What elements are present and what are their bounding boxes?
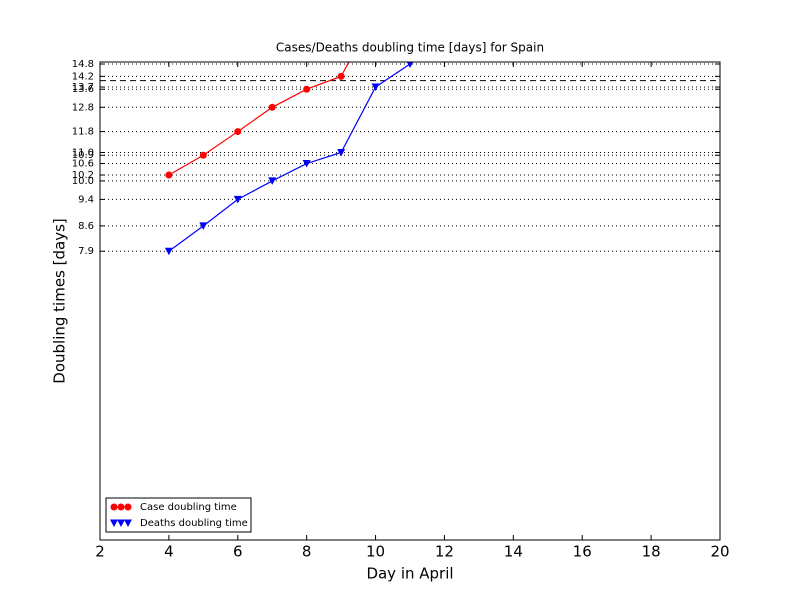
plot-frame (99, 61, 721, 541)
y-tick-label: 9.4 (78, 194, 94, 205)
marker (406, 62, 414, 69)
marker (337, 72, 345, 80)
marker (371, 83, 380, 92)
x-tick-label: 6 (233, 543, 243, 561)
x-tick-label: 2 (95, 543, 105, 561)
x-tick-label: 8 (302, 543, 312, 561)
y-tick-label: 10.0 (72, 176, 94, 187)
x-tick-label: 4 (164, 543, 174, 561)
marker (337, 149, 346, 157)
series-line (168, 63, 411, 252)
marker (302, 160, 311, 168)
legend-box (105, 497, 252, 533)
y-tick-label: 10.6 (72, 159, 94, 170)
marker (110, 503, 118, 511)
marker (233, 195, 242, 204)
x-tick-label: 18 (642, 543, 661, 561)
marker (268, 103, 276, 111)
x-axis-label: Day in April (366, 565, 453, 583)
marker (199, 222, 208, 230)
marker (165, 171, 173, 179)
marker (110, 519, 118, 527)
x-tick-label: 14 (504, 543, 523, 561)
marker (303, 85, 311, 93)
chart-title: Cases/Deaths doubling time [days] for Sp… (276, 41, 544, 55)
y-tick-label: 13.7 (72, 82, 94, 93)
marker (164, 247, 173, 256)
y-axis-label: Doubling times [days] (51, 218, 69, 383)
marker (124, 519, 132, 527)
x-tick-label: 10 (366, 543, 385, 561)
y-tick-label: 11.8 (72, 127, 94, 138)
x-tick-label: 16 (573, 543, 592, 561)
y-tick-label: 14.8 (72, 59, 94, 70)
y-tick-label: 14.2 (72, 71, 94, 82)
y-tick-label: 7.9 (78, 246, 94, 257)
marker (124, 503, 132, 511)
marker (234, 128, 242, 136)
y-tick-label: 10.9 (72, 150, 94, 161)
marker (268, 177, 277, 185)
plot-area (164, 62, 414, 256)
x-tick-label: 20 (710, 543, 729, 561)
x-tick-label: 12 (435, 543, 454, 561)
y-tick-label: 12.8 (72, 102, 94, 113)
y-tick-label: 8.6 (78, 221, 94, 232)
y-tick-label: 11.0 (72, 148, 94, 159)
marker (117, 503, 125, 511)
legend-label: Deaths doubling time (140, 518, 248, 529)
marker (199, 151, 207, 159)
marker (117, 519, 125, 527)
y-tick-label: 10.2 (72, 170, 94, 181)
legend-label: Case doubling time (140, 502, 237, 513)
y-tick-label: 13.6 (72, 84, 94, 95)
